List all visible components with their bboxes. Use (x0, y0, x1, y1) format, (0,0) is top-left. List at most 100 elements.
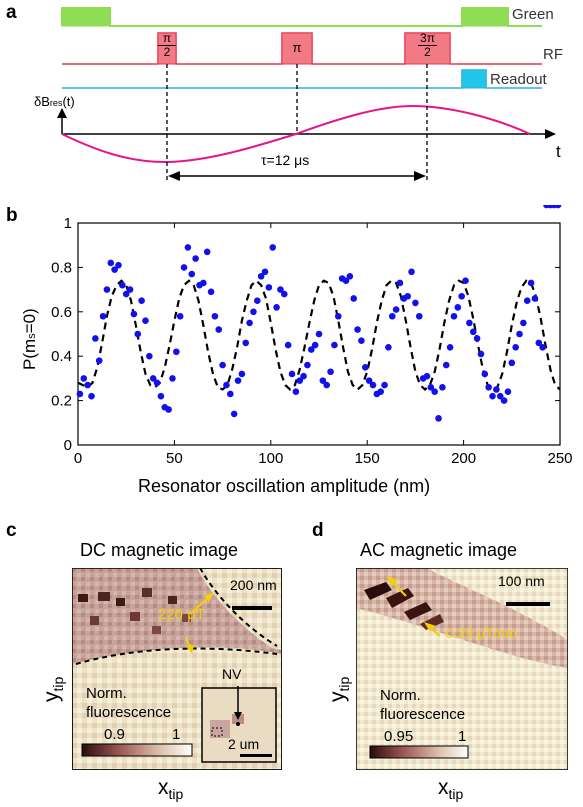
data-point (435, 415, 442, 422)
data-point (173, 348, 180, 356)
readout-pulse (461, 69, 487, 89)
data-point (292, 388, 300, 396)
chart-y-axis-label: P(ms=0) (20, 308, 39, 370)
y-tick-label: 0 (64, 437, 72, 454)
data-point (369, 381, 377, 389)
data-point (346, 272, 354, 280)
data-point (111, 266, 118, 273)
data-point (242, 339, 250, 347)
data-point (119, 281, 126, 289)
time-axis-arrow (545, 129, 556, 139)
data-point (269, 244, 277, 251)
data-point (215, 326, 223, 333)
data-point (265, 284, 273, 291)
panel-a-label: a (6, 2, 17, 23)
data-point (200, 279, 207, 287)
rf-channel-label: RF (543, 46, 563, 63)
data-point (134, 330, 142, 338)
data-point (126, 286, 134, 293)
readout-channel-label: Readout (490, 71, 547, 88)
rf-pulse-pi (281, 32, 313, 65)
ac-image-title: AC magnetic image (360, 540, 518, 560)
data-point (535, 339, 543, 347)
data-point (342, 277, 350, 285)
data-point (504, 388, 512, 396)
data-point (327, 368, 334, 376)
ac-y-axis-label: ytip (326, 676, 352, 702)
data-point (188, 270, 196, 278)
x-tick-label: 100 (258, 450, 283, 467)
data-point (284, 341, 292, 349)
data-point (408, 268, 415, 276)
data-point (84, 381, 91, 389)
data-point (477, 350, 485, 358)
data-point (277, 286, 284, 293)
pi-half-label: π 2 (158, 32, 176, 59)
data-point (176, 312, 184, 320)
ac-gradient-annotation: 0.29 μT/nm (446, 625, 518, 641)
data-point (138, 297, 145, 304)
data-point (92, 335, 99, 342)
tau-arrow-left-head (168, 171, 180, 181)
data-point (288, 370, 296, 378)
ac-x-axis-label: xtip (438, 776, 464, 802)
data-point (88, 392, 95, 400)
x-tick-label: 200 (451, 450, 476, 467)
data-point (180, 264, 188, 271)
dc-colorbar-max: 1 (172, 726, 181, 743)
data-point (307, 346, 315, 353)
data-point (311, 341, 319, 349)
data-point (388, 312, 396, 320)
data-point (473, 335, 481, 342)
data-point (107, 259, 115, 267)
data-point (300, 372, 307, 380)
data-point (334, 312, 342, 320)
data-point (361, 364, 369, 371)
data-point (280, 290, 288, 298)
data-point (531, 295, 539, 302)
data-point (431, 388, 438, 396)
data-point (439, 383, 446, 391)
data-point (203, 248, 211, 256)
data-point (219, 361, 226, 369)
data-point (404, 292, 411, 300)
data-point (80, 375, 88, 382)
y-tick-label: 0.2 (51, 393, 72, 410)
data-point (227, 390, 234, 398)
data-point (512, 344, 519, 351)
dc-field-annotation: 220 μT (158, 606, 205, 623)
tau-label: τ=12 μs (261, 152, 310, 168)
fluorescence-oscillation-chart: 0 50 100 150 200 250 0 0.2 0.4 0.6 0.8 1 (51, 205, 573, 467)
data-point (304, 361, 311, 369)
data-point (130, 310, 138, 318)
data-point (365, 377, 373, 384)
y-tick-label: 1 (64, 215, 72, 232)
data-point (296, 377, 304, 384)
x-tick-label: 250 (547, 450, 572, 467)
data-point (458, 292, 465, 300)
data-point (157, 392, 165, 400)
dc-colorbar-title: Norm. fluorescence (86, 685, 172, 721)
dc-scalebar-label: 200 nm (230, 577, 277, 593)
panel-d-label: d (312, 520, 324, 541)
data-point (520, 319, 527, 327)
data-point (446, 344, 454, 351)
data-point (230, 410, 238, 418)
ac-colorbar-max: 1 (458, 728, 467, 745)
data-point (211, 312, 219, 320)
data-point (377, 388, 384, 396)
y-tick-label: 0.6 (51, 304, 72, 321)
data-point (354, 326, 361, 333)
dc-x-axis-label: xtip (158, 776, 184, 802)
data-point (122, 290, 130, 298)
x-tick-label: 0 (74, 450, 82, 467)
time-label: t (556, 142, 561, 161)
data-point (319, 377, 327, 384)
data-point (392, 306, 400, 313)
resonator-field-curve (61, 104, 531, 164)
dc-inset-nv-label: NV (222, 666, 242, 682)
dc-image-title: DC magnetic image (80, 540, 239, 560)
ac-colorbar-title: Norm. fluorescence (380, 687, 466, 723)
pulse-sequence-diagram (57, 7, 556, 181)
green-channel-label: Green (512, 6, 554, 23)
